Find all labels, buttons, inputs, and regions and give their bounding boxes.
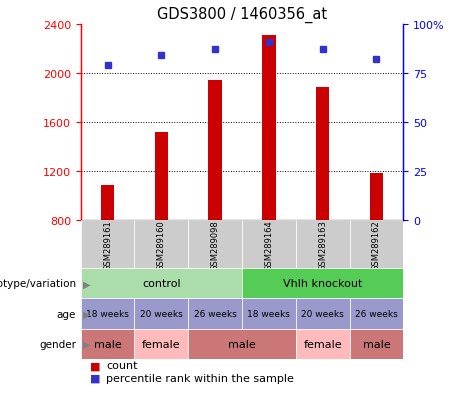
Bar (188, 221, 242, 268)
Text: male: male (363, 339, 390, 349)
Bar (81, 221, 135, 268)
Text: 18 weeks: 18 weeks (86, 309, 129, 318)
Bar (242, 299, 296, 329)
Bar (81, 299, 135, 329)
Text: ■: ■ (90, 361, 100, 370)
Bar (296, 299, 349, 329)
Bar (262, 36, 276, 221)
Bar (135, 221, 188, 268)
Text: Vhlh knockout: Vhlh knockout (283, 279, 362, 289)
Text: GSM289098: GSM289098 (211, 219, 219, 270)
Text: percentile rank within the sample: percentile rank within the sample (106, 373, 294, 383)
Text: female: female (142, 339, 181, 349)
Text: ▶: ▶ (83, 339, 90, 349)
Text: 20 weeks: 20 weeks (301, 309, 344, 318)
Bar (81, 329, 135, 359)
Text: 26 weeks: 26 weeks (194, 309, 236, 318)
Text: ▶: ▶ (83, 309, 90, 319)
Text: GSM289163: GSM289163 (318, 219, 327, 270)
Text: 20 weeks: 20 weeks (140, 309, 183, 318)
Bar (154, 133, 168, 221)
Bar (316, 87, 330, 221)
Bar (101, 185, 114, 221)
Bar (296, 329, 349, 359)
Text: count: count (106, 361, 137, 370)
Text: age: age (57, 309, 76, 319)
Text: GSM289160: GSM289160 (157, 219, 166, 270)
Text: gender: gender (39, 339, 76, 349)
Text: GSM289161: GSM289161 (103, 219, 112, 270)
Bar (349, 221, 403, 268)
Bar (208, 81, 222, 221)
Text: GSM289162: GSM289162 (372, 219, 381, 270)
Bar (296, 221, 349, 268)
Text: ▶: ▶ (83, 279, 90, 289)
Bar (349, 299, 403, 329)
Bar (135, 299, 188, 329)
Text: GSM289164: GSM289164 (265, 219, 273, 270)
Text: female: female (303, 339, 342, 349)
Bar (188, 329, 296, 359)
Bar (188, 299, 242, 329)
Bar (242, 268, 403, 299)
Bar (135, 329, 188, 359)
Text: ■: ■ (90, 373, 100, 383)
Text: 18 weeks: 18 weeks (248, 309, 290, 318)
Text: genotype/variation: genotype/variation (0, 279, 76, 289)
Text: male: male (228, 339, 256, 349)
Bar (349, 329, 403, 359)
Text: male: male (94, 339, 121, 349)
Bar (242, 221, 296, 268)
Text: control: control (142, 279, 181, 289)
Bar (81, 268, 242, 299)
Text: 26 weeks: 26 weeks (355, 309, 398, 318)
Title: GDS3800 / 1460356_at: GDS3800 / 1460356_at (157, 7, 327, 24)
Bar (370, 173, 383, 221)
